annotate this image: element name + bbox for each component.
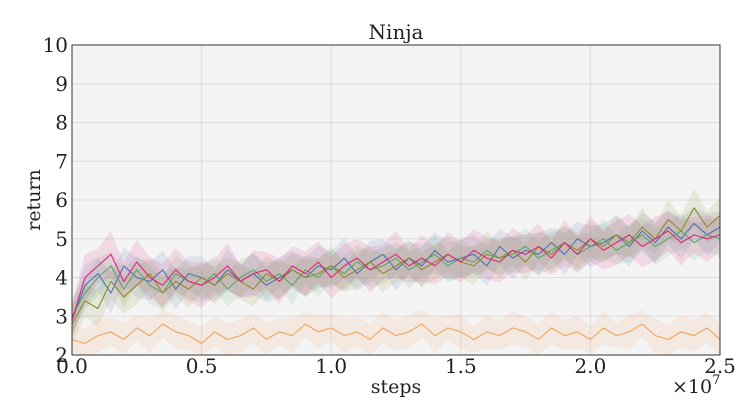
plot-frame	[71, 44, 721, 356]
series-2-band	[72, 213, 720, 335]
y-tick-label: 10	[43, 33, 68, 57]
y-tick-label: 3	[55, 304, 68, 328]
series-5-band	[72, 309, 720, 355]
y-tick-label: 9	[55, 72, 68, 96]
series-lines	[71, 207, 721, 344]
x-multiplier-base: ×10	[672, 376, 712, 398]
y-tick-label: 8	[55, 111, 68, 135]
y-tick-label: 2	[55, 343, 68, 367]
y-tick-label: 5	[55, 227, 68, 251]
x-tick-label: 2.5	[704, 354, 736, 378]
x-tick-label: 0.5	[186, 354, 218, 378]
tick-labels: 0.0 0.5 1.0 1.5 2.0 2.5 2 3 4 5 6 7 8 9 10	[43, 33, 736, 378]
series-5-line	[71, 323, 721, 344]
x-tick-label: 2.0	[574, 354, 606, 378]
series-4-line	[71, 230, 721, 321]
series-1-band	[72, 207, 720, 335]
x-tick-label: 1.0	[315, 354, 347, 378]
x-tick-label: 1.5	[445, 354, 477, 378]
x-tick-label: 0.0	[56, 354, 88, 378]
series-4-band	[72, 211, 720, 338]
x-axis-label: steps	[371, 376, 422, 398]
x-axis-multiplier: ×107	[672, 373, 720, 398]
series-3-line	[71, 207, 721, 325]
y-tick-label: 4	[55, 266, 68, 290]
x-multiplier-exponent: 7	[712, 373, 720, 388]
y-axis-label: return	[23, 169, 45, 231]
y-tick-label: 7	[55, 149, 68, 173]
y-tick-label: 6	[55, 188, 68, 212]
chart-title: Ninja	[369, 20, 424, 44]
series-2-line	[71, 230, 721, 317]
